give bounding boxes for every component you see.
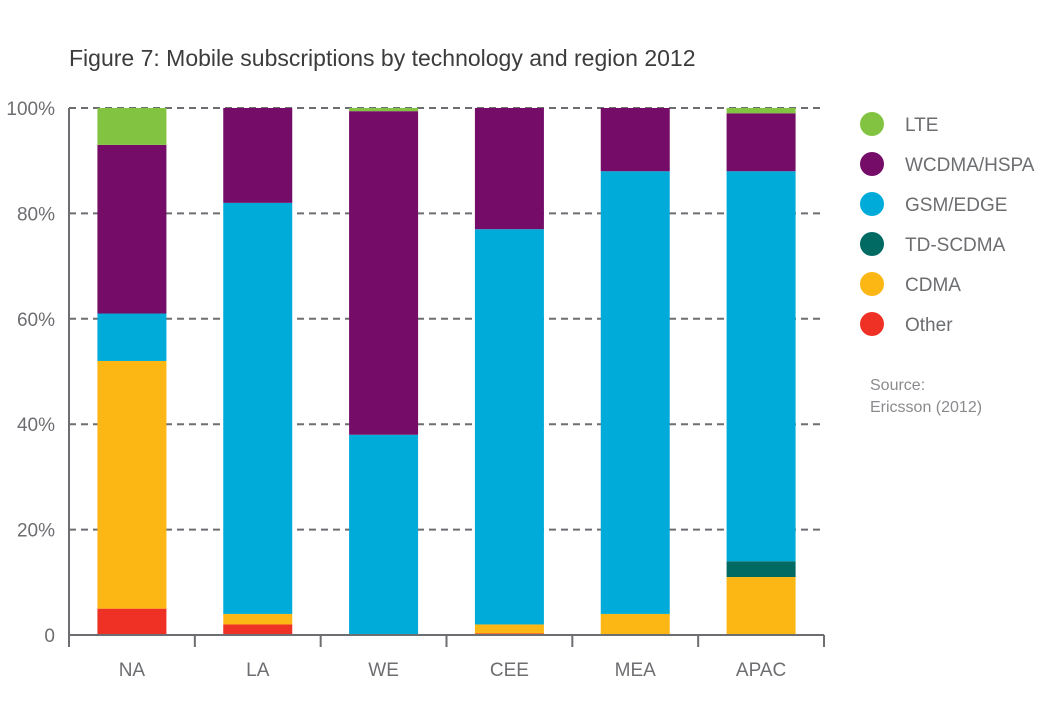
bar-segment-wcdma-hspa: [223, 108, 293, 203]
bar-segment-gsm-edge: [474, 229, 544, 625]
bar-segment-cdma: [97, 360, 167, 609]
bar-stack-apac: [726, 108, 796, 635]
bars: [97, 108, 796, 635]
bar-segment-cdma: [726, 577, 796, 635]
x-tick-label: NA: [119, 660, 146, 681]
bar-segment-wcdma-hspa: [600, 108, 670, 172]
bar-segment-cdma: [600, 613, 670, 635]
legend-label: WCDMA/HSPA: [905, 155, 1035, 176]
bar-segment-wcdma-hspa: [726, 113, 796, 172]
x-tick-label: MEA: [615, 660, 657, 681]
bar-segment-wcdma-hspa: [97, 144, 167, 314]
bar-segment-wcdma-hspa: [474, 108, 544, 230]
y-tick-label: 0: [44, 626, 55, 647]
bar-stack-mea: [600, 108, 670, 635]
bar-segment-gsm-edge: [600, 171, 670, 614]
legend-swatch: [860, 192, 884, 216]
bar-segment-other: [97, 608, 167, 635]
bar-stack-cee: [474, 108, 544, 635]
bar-segment-cdma: [474, 624, 544, 634]
legend-label: Other: [905, 315, 953, 336]
x-tick-label: LA: [246, 660, 270, 681]
bar-segment-lte: [97, 108, 167, 145]
y-tick-label: 40%: [17, 415, 55, 436]
source-value: Ericsson (2012): [870, 399, 982, 416]
bar-segment-lte: [726, 108, 796, 114]
legend-swatch: [860, 152, 884, 176]
x-tick-label: APAC: [736, 660, 786, 681]
source-note: Source: Ericsson (2012): [870, 377, 982, 416]
legend-item-lte: LTE: [860, 112, 938, 136]
chart-title: Figure 7: Mobile subscriptions by techno…: [69, 45, 696, 71]
legend-swatch: [860, 112, 884, 136]
bar-segment-gsm-edge: [223, 202, 293, 614]
legend-item-wcdma-hspa: WCDMA/HSPA: [860, 152, 1035, 176]
y-tick-label: 20%: [17, 521, 55, 542]
legend-swatch: [860, 312, 884, 336]
source-label: Source:: [870, 377, 925, 394]
legend: LTE WCDMA/HSPA GSM/EDGE TD-SCDMA CDMA Other: [860, 112, 1035, 336]
bar-segment-lte: [349, 108, 419, 112]
bar-segment-other: [223, 624, 293, 635]
legend-label: TD-SCDMA: [905, 235, 1006, 256]
legend-item-td-scdma: TD-SCDMA: [860, 232, 1006, 256]
bar-segment-cdma: [223, 613, 293, 625]
bar-segment-gsm-edge: [97, 313, 167, 361]
legend-swatch: [860, 232, 884, 256]
legend-item-cdma: CDMA: [860, 272, 961, 296]
bar-stack-na: [97, 108, 167, 635]
legend-label: CDMA: [905, 275, 961, 296]
legend-item-gsm-edge: GSM/EDGE: [860, 192, 1007, 216]
y-tick-label: 100%: [6, 99, 55, 120]
y-tick-label: 80%: [17, 204, 55, 225]
gridlines: [69, 107, 824, 531]
bar-stack-la: [223, 108, 293, 635]
bar-segment-td-scdma: [726, 561, 796, 578]
legend-label: GSM/EDGE: [905, 195, 1007, 216]
y-axis-ticks: 0 20% 40% 60% 80% 100%: [6, 99, 55, 647]
legend-label: LTE: [905, 115, 938, 136]
axes: [68, 108, 825, 647]
legend-swatch: [860, 272, 884, 296]
bar-stack-we: [349, 108, 419, 635]
legend-item-other: Other: [860, 312, 953, 336]
y-tick-label: 60%: [17, 310, 55, 331]
bar-segment-gsm-edge: [726, 171, 796, 562]
bar-segment-wcdma-hspa: [349, 111, 419, 435]
x-tick-label: CEE: [490, 660, 529, 681]
bar-segment-gsm-edge: [349, 434, 419, 635]
x-axis-ticks: NA LA WE CEE MEA APAC: [119, 660, 787, 681]
x-tick-label: WE: [368, 660, 399, 681]
